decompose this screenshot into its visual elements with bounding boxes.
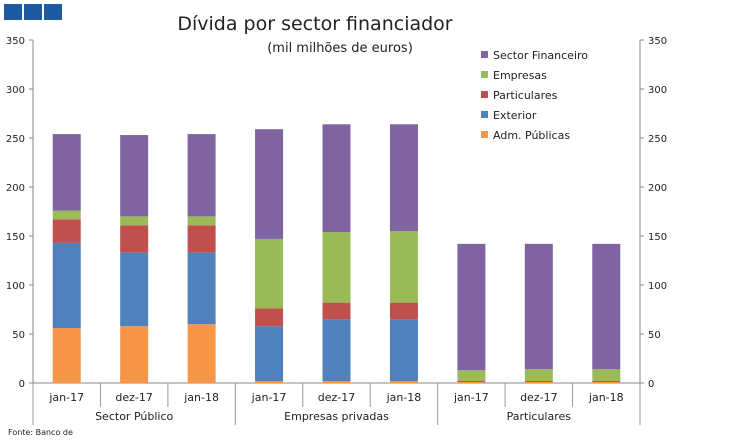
bar-adm-p-blicas [52, 328, 81, 383]
bar-adm-p-blicas [120, 326, 149, 383]
bar-sector-financeiro [389, 124, 418, 232]
legend-label: Exterior [493, 109, 537, 122]
legend-swatch [481, 91, 488, 98]
bar-adm-p-blicas [187, 324, 216, 383]
bar-empresas [389, 231, 418, 303]
legend-label: Sector Financeiro [493, 49, 588, 62]
bar-adm-p-blicas [524, 382, 553, 383]
bar-adm-p-blicas [389, 381, 418, 383]
bar-adm-p-blicas [592, 382, 621, 383]
bar-particulares [322, 302, 351, 320]
y-tick-label-left: 0 [19, 379, 25, 390]
bar-sector-financeiro [187, 134, 216, 217]
bar-empresas [52, 210, 81, 220]
x-group-label: Empresas privadas [284, 410, 389, 423]
x-category-label: dez-17 [520, 391, 558, 404]
bar-empresas [255, 238, 284, 309]
bar-particulares [255, 308, 284, 327]
bar-particulares [389, 302, 418, 320]
bar-exterior [322, 319, 351, 382]
bar-empresas [322, 232, 351, 303]
bar-sector-financeiro [120, 135, 149, 217]
y-tick-label-right: 250 [648, 134, 667, 145]
bar-sector-financeiro [255, 129, 284, 239]
bar-adm-p-blicas [255, 381, 284, 383]
chart-subtitle: (mil milhões de euros) [267, 41, 413, 56]
bar-adm-p-blicas [457, 382, 486, 383]
bar-sector-financeiro [524, 243, 553, 370]
bar-particulares [187, 225, 216, 253]
y-tick-label-right: 150 [648, 232, 667, 243]
y-tick-label-left: 200 [6, 183, 25, 194]
bar-empresas [457, 370, 486, 382]
logo-block [24, 4, 42, 20]
legend-label: Particulares [493, 89, 558, 102]
bar-exterior [52, 242, 81, 329]
y-tick-label-left: 300 [6, 85, 25, 96]
y-tick-label-right: 200 [648, 183, 667, 194]
x-group-label: Particulares [507, 410, 572, 423]
y-tick-label-right: 0 [648, 379, 654, 390]
x-category-label: jan-18 [183, 391, 219, 404]
legend-label: Adm. Públicas [493, 129, 570, 142]
bar-exterior [187, 252, 216, 325]
bar-particulares [524, 381, 553, 383]
bar-exterior [389, 319, 418, 382]
chart-title: Dívida por sector financiador [177, 13, 452, 35]
bar-sector-financeiro [52, 134, 81, 211]
x-category-label: dez-17 [318, 391, 356, 404]
x-category-label: jan-17 [48, 391, 84, 404]
bar-particulares [592, 381, 621, 383]
y-tick-label-left: 50 [12, 330, 25, 341]
bar-adm-p-blicas [322, 381, 351, 383]
bar-sector-financeiro [322, 124, 351, 233]
bar-empresas [592, 369, 621, 382]
bar-particulares [120, 225, 149, 253]
y-tick-label-right: 300 [648, 85, 667, 96]
x-category-label: jan-18 [588, 391, 624, 404]
legend-swatch [481, 111, 488, 118]
source-note: Fonte: Banco de [8, 428, 73, 437]
bar-particulares [457, 381, 486, 383]
x-group-label: Sector Público [95, 410, 173, 423]
bar-sector-financeiro [592, 243, 621, 370]
y-tick-label-right: 50 [648, 330, 661, 341]
bar-empresas [187, 216, 216, 226]
bar-sector-financeiro [457, 243, 486, 371]
x-category-label: dez-17 [115, 391, 153, 404]
legend-swatch [481, 131, 488, 138]
x-category-label: jan-17 [251, 391, 287, 404]
bar-exterior [255, 326, 284, 382]
legend-swatch [481, 51, 488, 58]
y-tick-label-left: 150 [6, 232, 25, 243]
bar-empresas [524, 369, 553, 382]
x-category-label: jan-17 [453, 391, 489, 404]
y-tick-label-right: 100 [648, 281, 667, 292]
y-tick-label-left: 100 [6, 281, 25, 292]
x-category-label: jan-18 [386, 391, 422, 404]
legend-swatch [481, 71, 488, 78]
y-tick-label-right: 350 [648, 36, 667, 47]
logo-block [4, 4, 22, 20]
y-tick-label-left: 350 [6, 36, 25, 47]
y-tick-label-left: 250 [6, 134, 25, 145]
bar-empresas [120, 216, 149, 226]
legend-label: Empresas [493, 69, 547, 82]
logo-block [44, 4, 62, 20]
bar-exterior [120, 252, 149, 327]
bar-particulares [52, 219, 81, 243]
